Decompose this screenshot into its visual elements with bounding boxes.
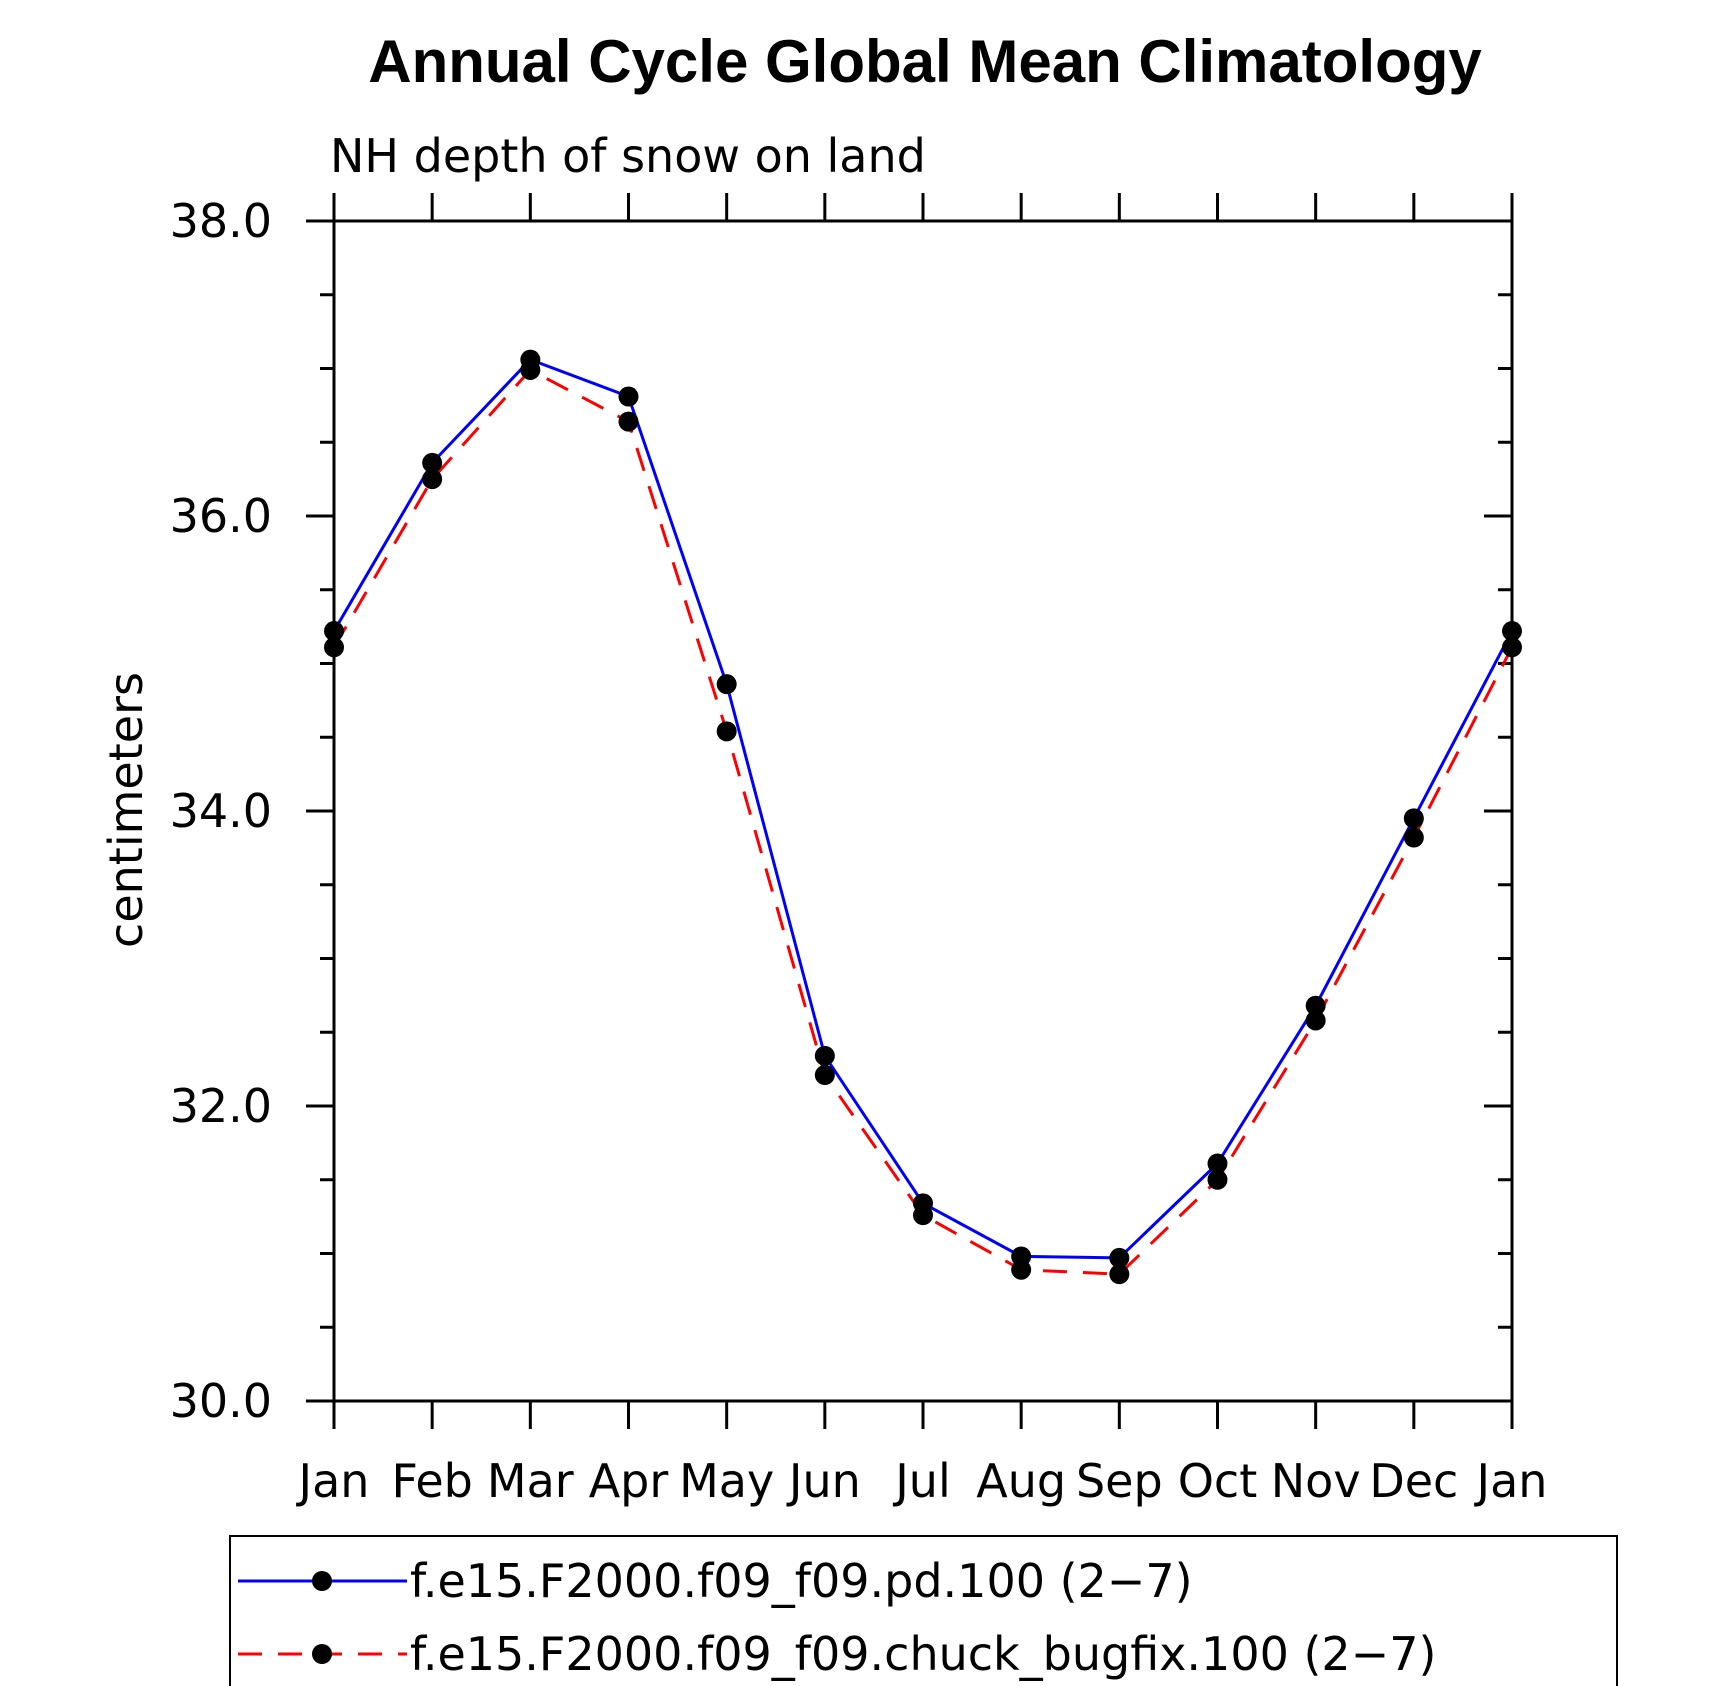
x-tick-label: Apr	[589, 1454, 669, 1508]
series-2-point	[618, 411, 639, 432]
y-tick-label: 32.0	[170, 1079, 272, 1133]
legend-marker-series-2	[312, 1644, 332, 1664]
x-tick-label: Oct	[1178, 1454, 1258, 1508]
series-1-point	[1403, 808, 1424, 829]
chart-title: Annual Cycle Global Mean Climatology	[368, 28, 1482, 95]
x-tick-label: Dec	[1369, 1454, 1458, 1508]
y-tick-labels: 30.0 32.0 34.0 36.0 38.0	[170, 194, 272, 1428]
y-axis-label: centimeters	[99, 672, 153, 948]
series-2-point	[814, 1065, 835, 1086]
series-layer	[324, 349, 1522, 1285]
x-tick-label: Jan	[296, 1454, 370, 1508]
series-2-point	[716, 721, 737, 742]
axis-ticks	[306, 193, 1514, 1429]
series-line-2	[332, 368, 1514, 1276]
y-tick-label: 36.0	[170, 489, 272, 543]
x-tick-label: May	[679, 1454, 774, 1508]
series-1-point	[324, 621, 344, 642]
series-1-point	[716, 674, 737, 695]
series-2-point	[1207, 1169, 1228, 1190]
series-line-1	[332, 357, 1514, 1260]
x-tick-label: Nov	[1271, 1454, 1361, 1508]
series-2-point	[1305, 1010, 1326, 1031]
legend: f.e15.F2000.f09_f09.pd.100 (2−7) f.e15.F…	[229, 1535, 1618, 1686]
y-tick-label: 38.0	[170, 194, 272, 248]
x-tick-label: Jun	[786, 1454, 861, 1508]
series-2-point	[1502, 637, 1522, 658]
x-tick-label: Jul	[892, 1454, 951, 1508]
series-1-point	[618, 386, 639, 407]
legend-label-series-1: f.e15.F2000.f09_f09.pd.100 (2−7)	[410, 1554, 1193, 1608]
x-tick-label: Feb	[391, 1454, 472, 1508]
legend-label-series-2: f.e15.F2000.f09_f09.chuck_bugfix.100 (2−…	[410, 1627, 1436, 1681]
x-tick-label: Mar	[487, 1454, 574, 1508]
series-1-point	[422, 452, 443, 473]
legend-marker-series-1	[312, 1571, 332, 1591]
series-2-point	[422, 469, 443, 490]
series-2-point	[1011, 1259, 1032, 1280]
series-2-point	[913, 1205, 933, 1226]
series-1-point	[1305, 995, 1326, 1016]
x-tick-label: Jan	[1474, 1454, 1548, 1508]
chart-subtitle: NH depth of snow on land	[330, 129, 926, 183]
series-2-point	[1403, 827, 1424, 848]
series-2-point	[1109, 1264, 1130, 1285]
x-tick-label: Sep	[1076, 1454, 1163, 1508]
y-tick-label: 34.0	[170, 784, 272, 838]
x-tick-labels: Jan Feb Mar Apr May Jun Jul Aug Sep Oct Nov Dec Jan	[296, 1454, 1548, 1508]
x-tick-label: Aug	[976, 1454, 1066, 1508]
series-1-point	[1502, 621, 1522, 642]
series-1-point	[1109, 1247, 1130, 1268]
y-tick-label: 30.0	[170, 1374, 272, 1428]
series-2-point	[324, 637, 344, 658]
legend-box	[229, 1535, 1618, 1686]
series-1-point	[814, 1045, 835, 1066]
series-1-point	[1207, 1153, 1228, 1174]
series-2-point	[520, 359, 541, 380]
